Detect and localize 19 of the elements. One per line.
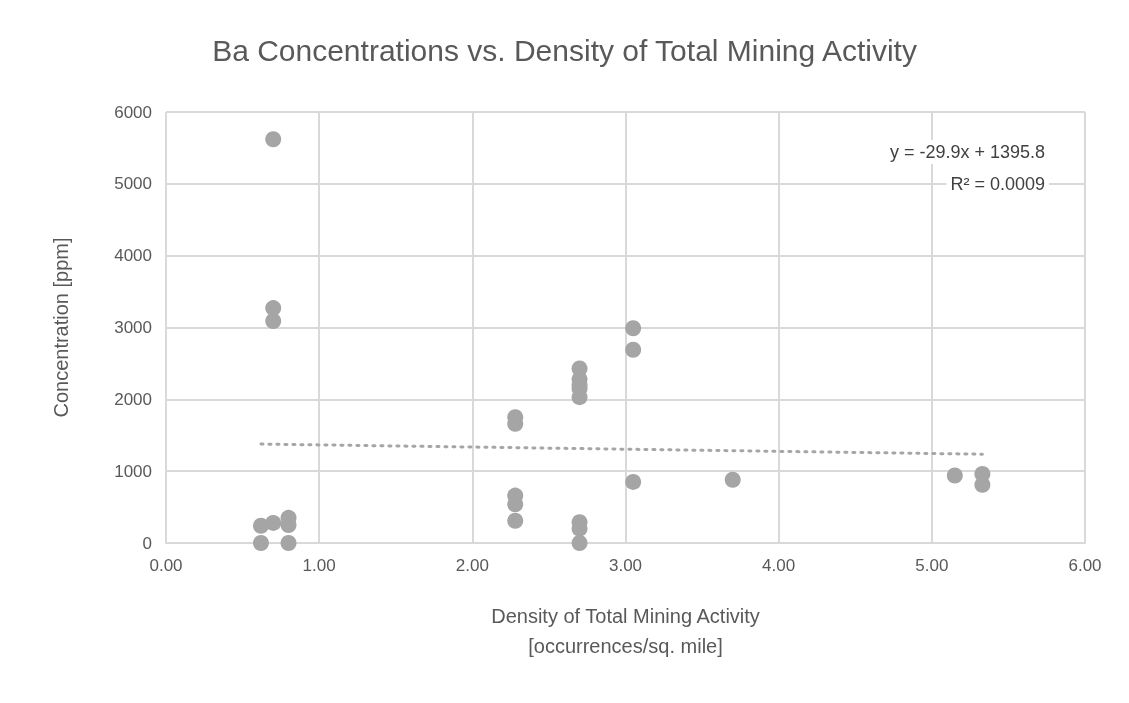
annotation: R² = 0.0009 [950, 174, 1045, 194]
x-tick-label: 2.00 [455, 556, 489, 575]
y-tick-label: 6000 [114, 102, 152, 122]
x-axis-title: Density of Total Mining Activity [occurrences/sq. mile] [491, 605, 760, 657]
x-tick-label: 4.00 [762, 556, 796, 575]
y-tick-label: 4000 [114, 246, 152, 266]
x-tick-label: 6.00 [1068, 556, 1102, 575]
x-tick-label: 3.00 [608, 556, 643, 575]
x-tick-label: 5.00 [915, 556, 949, 575]
annotation: y = -29.9x + 1395.8 [889, 142, 1045, 162]
y-tick-label: 2000 [114, 389, 152, 409]
y-tick-label: 5000 [114, 174, 152, 194]
x-tick-label: 1.00 [302, 556, 336, 575]
y-tick-label: 1000 [114, 461, 152, 481]
chart-title: Ba Concentrations vs. Density of Total Mining Activity [212, 33, 917, 67]
y-tick-label: 0 [142, 533, 152, 553]
y-tick-label: 3000 [114, 318, 152, 337]
x-tick-label: 0.00 [149, 556, 183, 575]
y-axis-title: Concentration [ppm] [50, 237, 72, 418]
